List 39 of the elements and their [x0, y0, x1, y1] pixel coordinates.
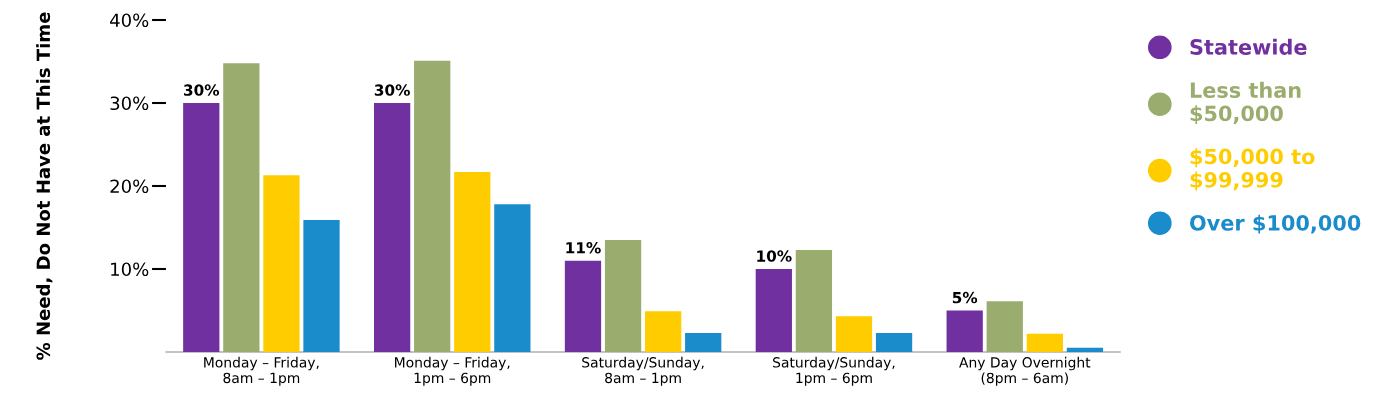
bar [604, 239, 642, 352]
bar [946, 310, 983, 352]
bar [414, 60, 451, 352]
y-tick-label: 10% [111, 262, 149, 277]
bar [564, 260, 602, 352]
bar [1026, 333, 1063, 352]
x-tick-label: Monday – Friday, 8am – 1pm [204, 356, 319, 386]
legend-label: Over $100,000 [1190, 214, 1361, 234]
bar [1066, 347, 1104, 352]
data-label: 10% [757, 250, 792, 262]
bar [875, 332, 913, 352]
legend-label: Statewide [1190, 38, 1307, 55]
bar [795, 249, 833, 352]
y-tick-label: 40% [110, 13, 149, 28]
data-label: 5% [952, 291, 978, 304]
bar [183, 103, 220, 352]
bar [303, 220, 340, 352]
y-tick-label: 30% [110, 96, 149, 111]
bar [645, 311, 682, 352]
legend-label: $50,000 to $99,999 [1190, 148, 1315, 191]
bar [986, 301, 1023, 352]
bar [494, 204, 531, 352]
bar [755, 269, 792, 352]
x-tick-label: Saturday/Sunday, 8am – 1pm [582, 356, 704, 386]
data-label: 30% [184, 84, 220, 96]
legend-label: Less than $50,000 [1190, 81, 1301, 125]
bar [454, 171, 491, 352]
bar [263, 175, 300, 352]
y-axis-title: % Need, Do Not Have at This Time [36, 12, 53, 360]
bar [223, 63, 260, 352]
x-tick-label: Monday – Friday, 1pm – 6pm [395, 356, 510, 386]
x-tick-label: Any Day Overnight (8pm – 6am) [959, 356, 1091, 386]
data-label: 11% [566, 242, 601, 254]
bar [835, 316, 873, 352]
y-tick-label: 20% [110, 179, 149, 194]
bar [685, 332, 722, 352]
data-label: 30% [374, 84, 410, 96]
x-tick-label: Saturday/Sunday, 1pm – 6pm [773, 356, 895, 386]
bar [373, 103, 411, 352]
